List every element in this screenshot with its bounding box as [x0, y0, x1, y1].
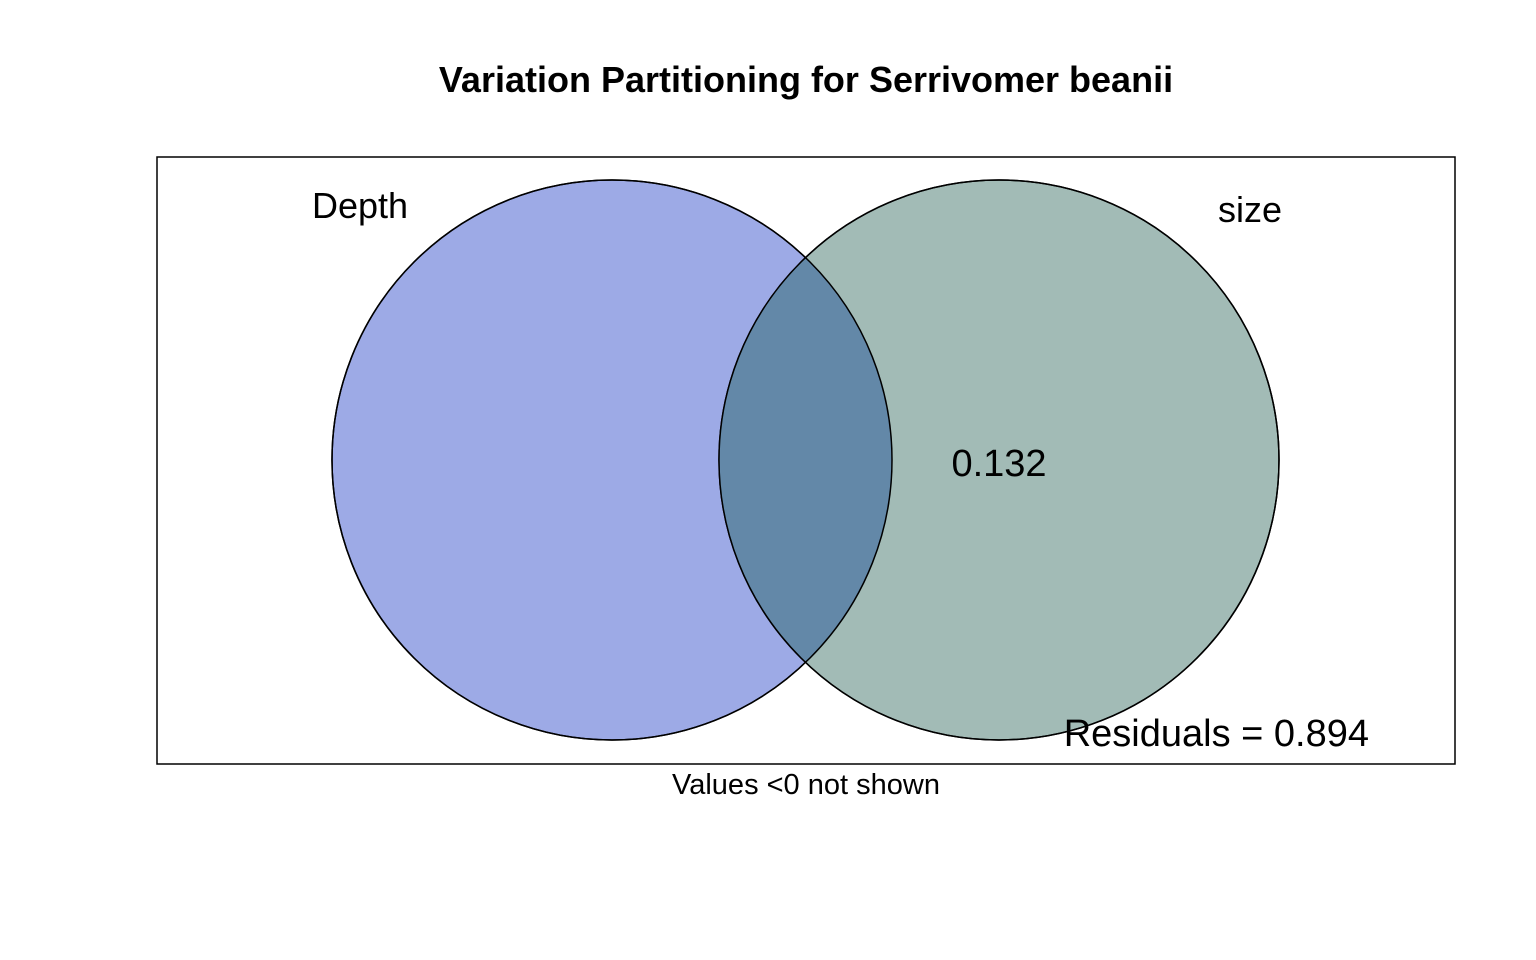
plot-frame — [156, 156, 1456, 765]
size-label: size — [1218, 189, 1282, 230]
size-circle-outline — [718, 179, 1280, 741]
depth-label: Depth — [312, 185, 408, 226]
footnote: Values <0 not shown — [672, 769, 940, 801]
depth-circle-outline — [331, 179, 893, 741]
size-only-value: 0.132 — [951, 443, 1046, 485]
diagram-title: Variation Partitioning for Serrivomer be… — [439, 59, 1173, 100]
residuals-label: Residuals = 0.894 — [1064, 713, 1369, 755]
